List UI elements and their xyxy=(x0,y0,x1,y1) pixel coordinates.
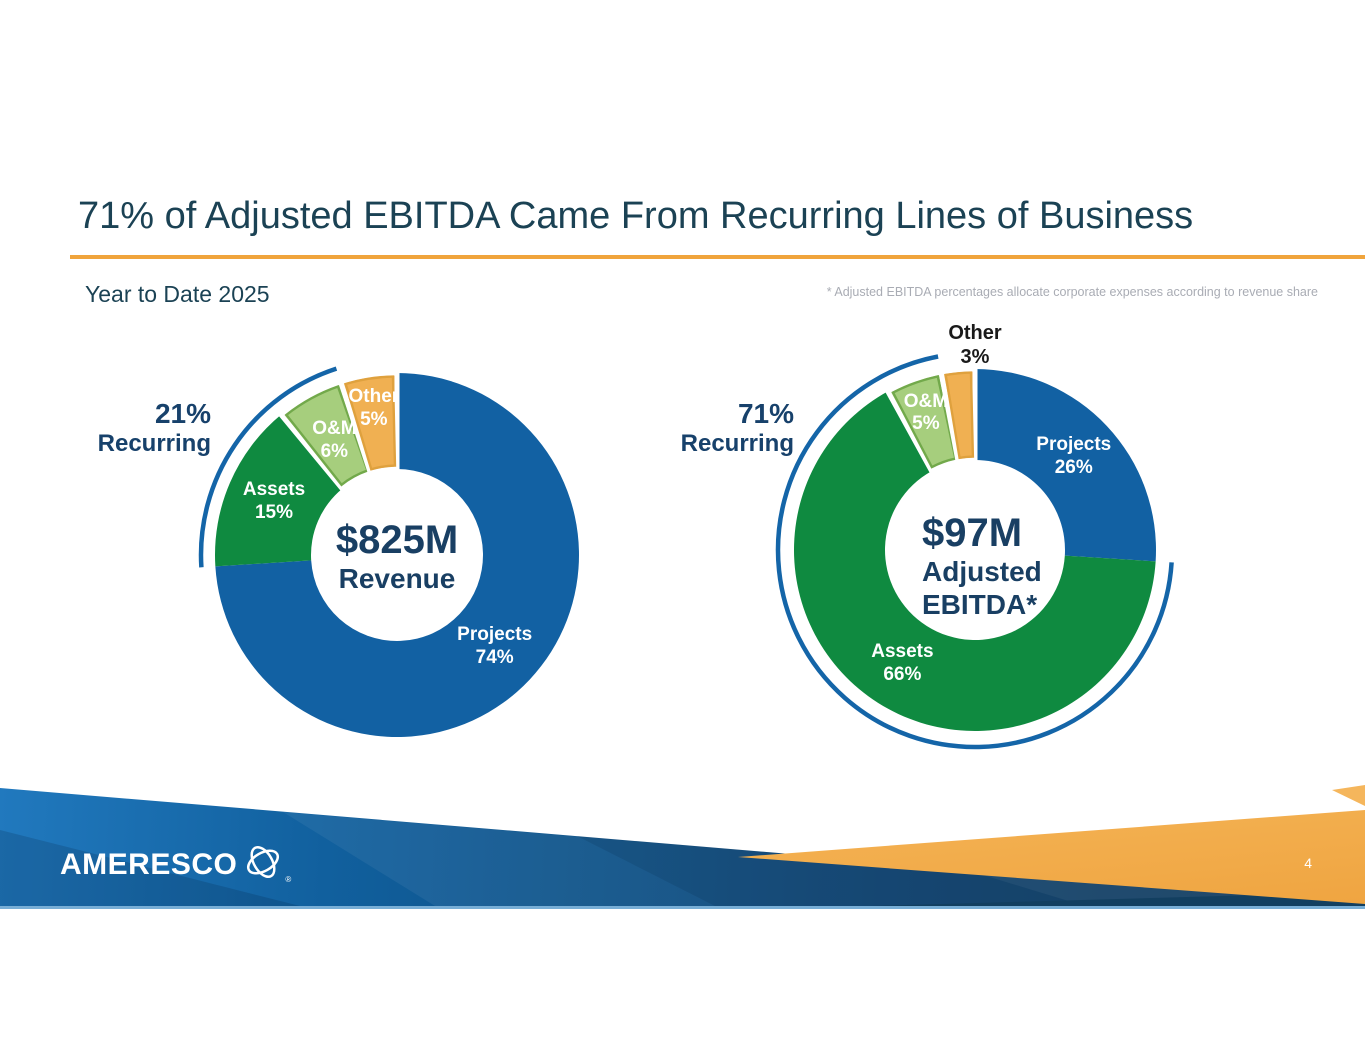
slice-label-projects: Projects 74% xyxy=(457,623,533,668)
donut-svg xyxy=(198,366,579,737)
recurring-label: Recurring xyxy=(680,429,794,457)
footer-bottom-edge xyxy=(0,906,1365,909)
slice-label-assets: Assets 66% xyxy=(871,641,934,686)
ameresco-orbit-icon xyxy=(242,841,284,888)
recurring-percent: 21% xyxy=(154,398,211,429)
slice-assets xyxy=(794,391,1156,731)
ameresco-logo-text: AMERESCO xyxy=(60,847,238,881)
recurring-arc xyxy=(198,366,338,568)
revenue-donut-chart: Projects 74% Assets 15% O&M 6% Other 5% $825M Rev… xyxy=(166,324,628,786)
center-label: Revenue xyxy=(338,563,456,595)
recurring-label: Recurring xyxy=(97,429,211,457)
title-underline-rule xyxy=(70,255,1365,259)
footer-band: AMERESCO ® 4 xyxy=(0,785,1365,911)
donut-center-text: $97M Adjusted EBITDA* xyxy=(922,511,1042,621)
slice-projects xyxy=(975,369,1156,562)
center-label: Adjusted xyxy=(922,556,1042,588)
donut-center-text: $825M Revenue xyxy=(335,517,459,595)
slice-label-other: Other 5% xyxy=(348,386,400,430)
subtitle-period: Year to Date 2025 xyxy=(85,281,270,307)
center-label: EBITDA* xyxy=(922,589,1038,621)
page-number: 4 xyxy=(1304,855,1312,871)
recurring-percent: 71% xyxy=(737,398,794,429)
slice-outline xyxy=(944,371,975,460)
donut-svg xyxy=(775,354,1174,750)
registered-mark: ® xyxy=(285,875,292,884)
slice-outline xyxy=(284,385,369,487)
recurring-arc xyxy=(775,354,1174,750)
page-title: 71% of Adjusted EBITDA Came From Recurri… xyxy=(78,195,1194,237)
recurring-callout-ebitda: 71% Recurring xyxy=(614,398,794,457)
recurring-callout-revenue: 21% Recurring xyxy=(31,398,211,457)
ebitda-donut-chart: Projects 26% Assets 66% O&M 5% Other 3% $97M Adju… xyxy=(744,319,1206,781)
slice-other xyxy=(337,370,400,477)
slice-projects xyxy=(215,373,579,737)
slice-label-other: Other 3% xyxy=(948,322,1002,368)
slice-label-om: O&M 5% xyxy=(903,390,949,435)
center-value: $825M xyxy=(335,517,459,562)
slice-label-projects: Projects 26% xyxy=(1036,434,1112,479)
slice-label-om: O&M 6% xyxy=(312,418,357,463)
slice-label-assets: Assets 15% xyxy=(242,478,306,523)
slice-outline xyxy=(891,375,957,469)
center-value: $97M xyxy=(922,511,1023,555)
ameresco-logo: AMERESCO ® xyxy=(60,841,291,888)
slice-outline xyxy=(344,375,397,471)
footnote: * Adjusted EBITDA percentages allocate c… xyxy=(826,285,1318,299)
